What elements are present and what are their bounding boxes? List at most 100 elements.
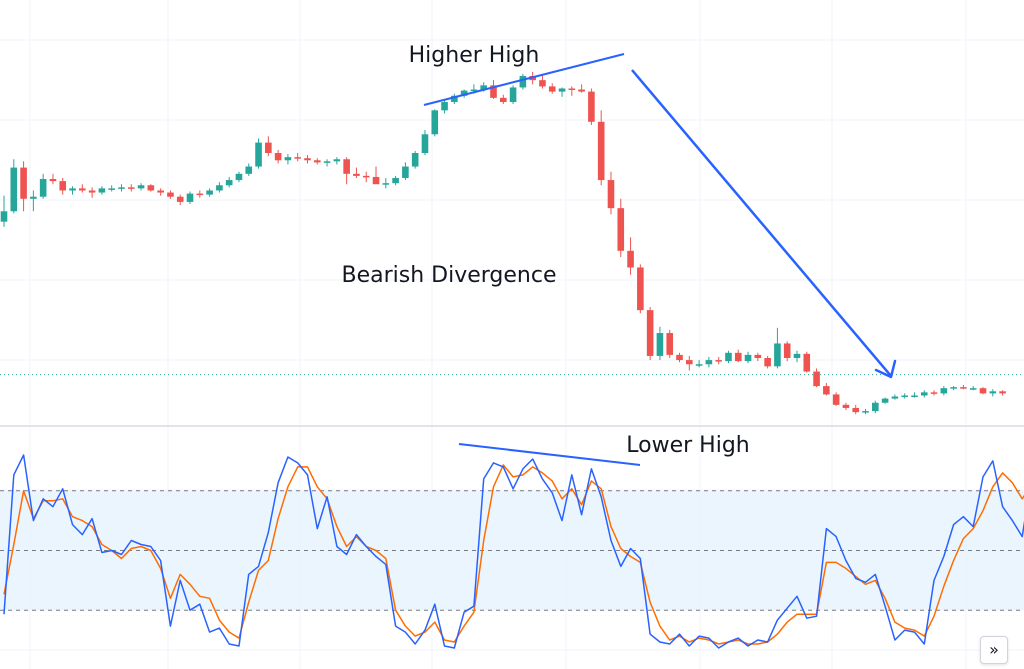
lower-high-trendline xyxy=(458,443,641,466)
candle-body xyxy=(118,187,125,189)
candle-body xyxy=(705,360,713,365)
candle-body xyxy=(470,89,478,92)
candle-body xyxy=(989,391,997,394)
stochastic-series xyxy=(3,454,1024,649)
scroll-to-realtime-button[interactable]: » xyxy=(980,636,1008,664)
candle-body xyxy=(969,388,977,390)
candle-body xyxy=(627,250,634,268)
candle-body xyxy=(255,142,262,167)
candle-body xyxy=(235,173,243,181)
candle-body xyxy=(960,387,967,389)
candle-body xyxy=(353,173,360,176)
candle-body xyxy=(313,160,321,163)
candle-body xyxy=(656,333,664,356)
candle-body xyxy=(881,398,889,403)
candle-body xyxy=(137,185,145,189)
candle-body xyxy=(176,196,184,202)
candle-body xyxy=(519,76,527,88)
candle-body xyxy=(431,110,439,135)
candle-body xyxy=(265,142,272,154)
candle-body xyxy=(216,185,223,191)
candle-body xyxy=(676,354,683,361)
candle-body xyxy=(451,95,458,103)
candle-body xyxy=(88,190,96,193)
candle-body xyxy=(98,188,106,193)
double-chevron-right-icon: » xyxy=(989,640,999,659)
candle-body xyxy=(940,388,948,394)
candle-body xyxy=(725,352,732,362)
candle-body xyxy=(930,392,938,394)
candle-body xyxy=(490,85,497,98)
candle-body xyxy=(0,211,8,222)
candlestick-series xyxy=(0,71,1006,415)
arrowhead xyxy=(874,359,897,379)
candle-body xyxy=(548,86,556,92)
candle-body xyxy=(10,167,18,212)
candle-body xyxy=(20,167,27,199)
candle-body xyxy=(323,161,331,163)
candle-body xyxy=(764,358,771,367)
candle-body xyxy=(852,407,860,413)
candle-body xyxy=(666,333,674,355)
candle-body xyxy=(597,121,605,181)
candle-body xyxy=(294,157,301,159)
candle-body xyxy=(568,88,576,90)
candle-body xyxy=(39,179,47,197)
candle-body xyxy=(646,310,654,356)
candle-body xyxy=(49,179,57,182)
candle-body xyxy=(901,395,908,397)
candle-body xyxy=(979,388,987,394)
bearish-divergence-label: Bearish Divergence xyxy=(341,263,556,288)
stochastic-levels xyxy=(0,490,1024,611)
candle-body xyxy=(862,411,869,413)
candle-body xyxy=(617,208,625,251)
candle-body xyxy=(343,159,350,174)
candle-body xyxy=(225,180,233,186)
candle-body xyxy=(147,185,155,191)
candle-body xyxy=(441,102,448,111)
candle-body xyxy=(382,183,390,185)
candle-body xyxy=(69,188,76,191)
trendline-drawings[interactable] xyxy=(423,53,897,466)
candle-body xyxy=(832,394,840,405)
candle-body xyxy=(715,360,722,362)
candle-body xyxy=(578,89,585,92)
candle-body xyxy=(460,90,468,96)
candle-body xyxy=(509,87,517,103)
candle-body xyxy=(999,391,1006,394)
candle-body xyxy=(480,85,488,90)
candle-body xyxy=(872,402,879,412)
lower-high-label: Lower High xyxy=(626,433,749,458)
downtrend-arrow xyxy=(631,69,892,377)
candle-body xyxy=(754,354,762,359)
candle-body xyxy=(734,352,742,362)
candle-body xyxy=(803,353,811,372)
candle-body xyxy=(30,196,37,199)
candle-body xyxy=(558,88,566,92)
candle-body xyxy=(637,267,644,311)
candle-body xyxy=(284,157,292,161)
candle-body xyxy=(695,364,703,366)
candle-body xyxy=(793,353,801,359)
higher-high-trendline xyxy=(423,53,625,106)
candle-body xyxy=(79,188,86,191)
candle-body xyxy=(823,386,830,395)
candle-body xyxy=(783,343,791,359)
candle-body xyxy=(539,80,546,87)
candle-body xyxy=(950,387,957,389)
candle-body xyxy=(274,153,282,161)
candle-body xyxy=(362,175,370,178)
candle-body xyxy=(196,193,204,196)
candle-body xyxy=(744,354,752,362)
stochastic-k-line xyxy=(3,454,1024,649)
candle-body xyxy=(911,395,918,397)
candle-body xyxy=(607,180,615,209)
candle-body xyxy=(920,392,928,396)
candle-body xyxy=(372,176,380,185)
candle-body xyxy=(186,193,194,202)
candle-body xyxy=(421,134,429,154)
candle-body xyxy=(167,192,174,197)
candle-body xyxy=(774,343,781,367)
